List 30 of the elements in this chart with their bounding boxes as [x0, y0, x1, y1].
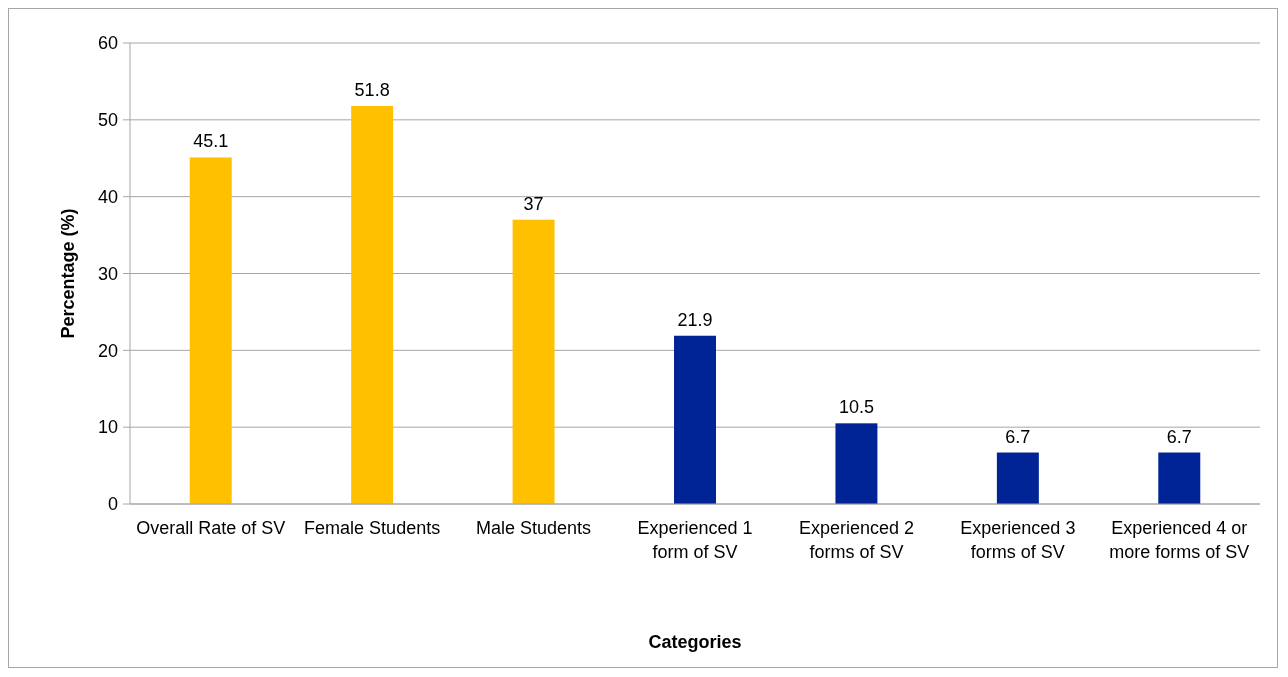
y-tick-label: 50 — [97, 110, 118, 131]
bar — [996, 452, 1039, 504]
data-label: 6.7 — [1166, 426, 1192, 447]
bar — [835, 423, 878, 504]
bar — [189, 157, 232, 504]
x-tick-label: Experienced 2 forms of SV — [798, 518, 914, 562]
y-tick-label: 10 — [97, 417, 118, 438]
data-label: 45.1 — [193, 131, 229, 152]
y-tick-label: 0 — [107, 494, 118, 515]
bar — [512, 219, 555, 504]
x-tick-label: Experienced 3 forms of SV — [960, 518, 1076, 562]
x-tick-label: Experienced 1 form of SV — [637, 518, 753, 562]
data-label: 21.9 — [677, 309, 713, 330]
y-tick-label: 20 — [97, 340, 118, 361]
data-label: 51.8 — [354, 80, 390, 100]
y-tick-label: 30 — [97, 263, 118, 284]
x-tick-label: Male Students — [476, 518, 592, 538]
y-tick-label: 60 — [97, 33, 118, 54]
x-tick-label: Overall Rate of SV — [136, 518, 286, 538]
y-tick-label: 40 — [97, 186, 118, 207]
x-tick-label: Female Students — [304, 518, 441, 538]
bar — [351, 106, 394, 504]
x-tick-label: Experienced 4 or more forms of SV — [1109, 518, 1250, 562]
bar — [1158, 452, 1201, 504]
bar — [674, 335, 716, 504]
y-axis-title: Percentage (%) — [58, 208, 78, 339]
x-axis-title: Categories — [648, 632, 742, 652]
data-label: 6.7 — [1005, 426, 1031, 447]
data-label: 10.5 — [838, 397, 874, 418]
data-label: 37 — [523, 193, 544, 214]
